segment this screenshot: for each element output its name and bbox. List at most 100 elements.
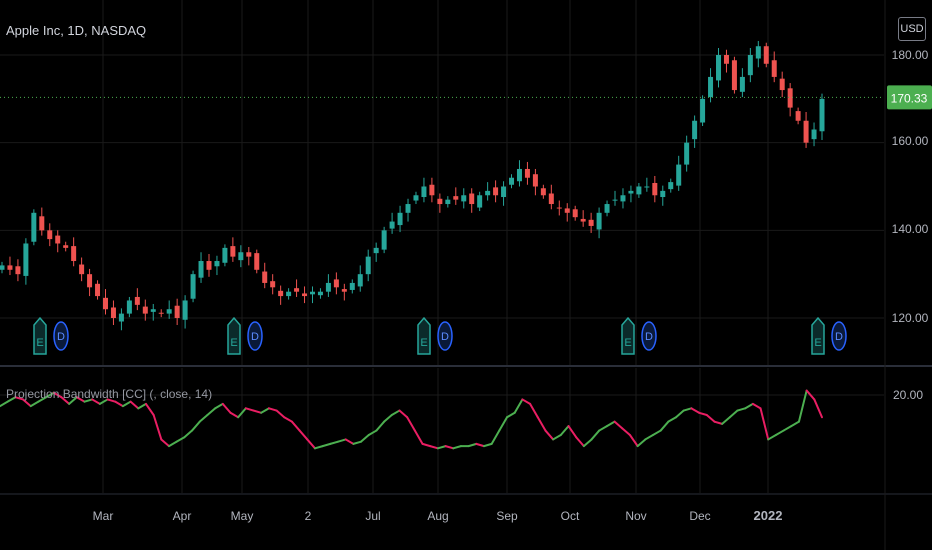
- earnings-label: E: [814, 337, 821, 349]
- candle: [325, 282, 331, 292]
- indicator-segment: [613, 420, 624, 430]
- indicator-segment: [721, 416, 731, 425]
- candle: [31, 212, 37, 242]
- candle: [532, 174, 538, 187]
- indicator-segment: [675, 409, 685, 419]
- candle: [708, 76, 714, 98]
- dividend-marker: D: [53, 321, 69, 351]
- indicator-segment: [14, 396, 25, 401]
- indicator-segment: [444, 445, 455, 450]
- indicator-segment: [152, 414, 163, 441]
- candle: [556, 207, 562, 209]
- indicator-segment: [160, 438, 171, 448]
- candle: [134, 296, 140, 305]
- candle: [341, 289, 347, 292]
- price-tick-label: 160.00: [892, 134, 929, 148]
- candle: [389, 221, 395, 229]
- candle: [270, 281, 276, 288]
- indicator-segment: [475, 442, 485, 448]
- indicator-segment: [129, 400, 140, 410]
- indicator-segment: [590, 429, 601, 441]
- x-tick-label: Mar: [93, 509, 114, 523]
- dividend-label: D: [57, 331, 65, 343]
- candle: [294, 288, 300, 292]
- indicator-segment: [513, 398, 524, 414]
- last-price-badge: [887, 85, 932, 110]
- currency-button[interactable]: USD: [898, 17, 926, 41]
- indicator-segment: [221, 402, 232, 414]
- indicator-segment: [790, 420, 800, 428]
- indicator-segment: [114, 400, 124, 408]
- indicator-segment: [321, 442, 332, 448]
- candle: [55, 235, 61, 244]
- candle: [763, 46, 769, 64]
- candle: [302, 293, 308, 297]
- x-tick-label: Aug: [427, 509, 448, 523]
- indicator-segment: [536, 416, 547, 432]
- candle: [357, 274, 363, 287]
- chart-title: Apple Inc, 1D, NASDAQ: [6, 23, 147, 38]
- candle: [453, 196, 459, 200]
- indicator-segment: [736, 407, 747, 412]
- indicator-segment: [398, 409, 409, 419]
- candle: [118, 313, 124, 322]
- candle: [222, 247, 228, 263]
- indicator-segment: [144, 402, 155, 416]
- indicator-segment: [260, 407, 270, 414]
- x-tick-label: Sep: [496, 509, 518, 523]
- candle: [628, 190, 634, 194]
- candle: [779, 78, 785, 91]
- candle: [278, 290, 284, 297]
- candle: [87, 274, 93, 288]
- candle: [286, 291, 292, 297]
- candles: [0, 40, 825, 331]
- price-tick-label: 180.00: [892, 48, 929, 62]
- indicator-segment: [759, 407, 770, 441]
- candle: [596, 212, 602, 230]
- indicator-segment: [421, 442, 432, 448]
- indicator-segment: [83, 398, 94, 403]
- indicator-segment: [29, 400, 40, 408]
- candle: [333, 279, 339, 288]
- candle: [747, 55, 753, 76]
- candle: [588, 219, 594, 226]
- indicator-segment: [636, 438, 647, 448]
- indicator-segment: [237, 407, 247, 419]
- candle: [692, 120, 698, 140]
- indicator-segment: [452, 445, 462, 450]
- candle: [652, 182, 658, 196]
- candle: [684, 142, 690, 165]
- x-tick-label: 2022: [754, 508, 783, 523]
- indicator-segment: [605, 420, 616, 428]
- dividend-icon: [831, 321, 847, 351]
- candle: [477, 195, 483, 208]
- candle: [381, 230, 387, 250]
- candle: [421, 186, 427, 198]
- dividend-icon: [247, 321, 263, 351]
- indicator-segment: [191, 420, 201, 432]
- candle: [238, 252, 244, 261]
- candle: [660, 190, 666, 198]
- indicator-segment: [782, 425, 793, 432]
- indicator-segment: [244, 407, 255, 412]
- indicator-segment: [283, 416, 293, 423]
- last-price-label: 170.33: [891, 91, 928, 105]
- candle: [795, 111, 801, 121]
- indicator-segment: [306, 438, 316, 450]
- indicator-segment: [598, 425, 608, 432]
- x-tick-label: Oct: [561, 509, 580, 523]
- indicator-segment: [0, 400, 9, 408]
- dividend-label: D: [441, 331, 449, 343]
- candle: [580, 218, 586, 222]
- candle: [604, 204, 610, 213]
- candle: [437, 198, 443, 205]
- dividend-marker: D: [641, 321, 657, 351]
- candle: [182, 300, 188, 320]
- candle: [405, 204, 411, 213]
- candle: [445, 199, 451, 205]
- candle: [811, 129, 817, 140]
- indicator-segment: [621, 427, 631, 436]
- indicator-segment: [467, 442, 478, 448]
